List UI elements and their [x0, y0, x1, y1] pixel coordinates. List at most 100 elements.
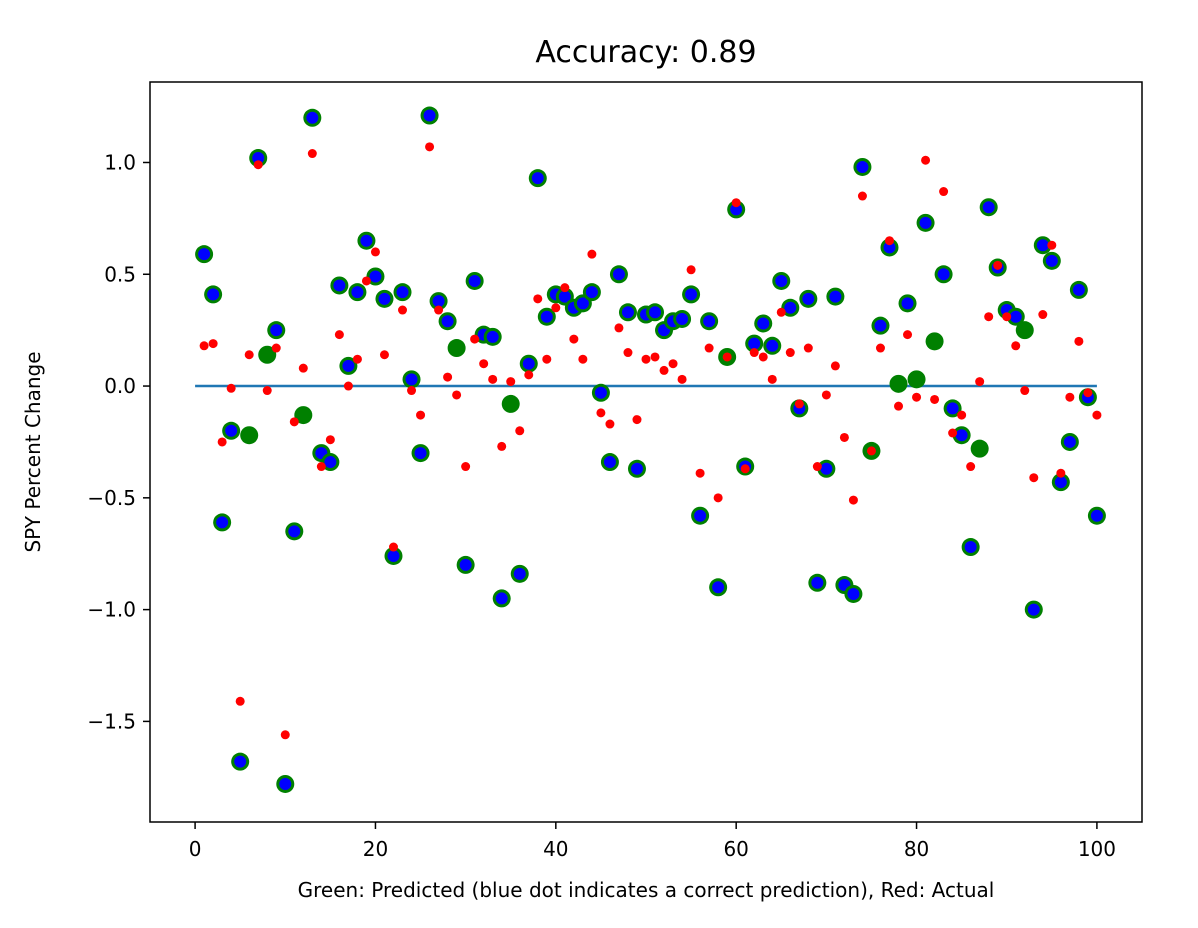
chart-title: Accuracy: 0.89: [535, 35, 756, 70]
correct-prediction-dot: [252, 152, 265, 165]
actual-point: [398, 305, 408, 315]
correct-prediction-dot: [603, 456, 616, 469]
correct-prediction-dot: [432, 295, 445, 308]
actual-point: [461, 462, 471, 472]
correct-prediction-dot: [234, 755, 247, 768]
actual-point: [199, 341, 209, 351]
actual-point: [298, 363, 308, 373]
actual-point: [217, 437, 227, 447]
correct-prediction-dot: [612, 268, 625, 281]
actual-point: [1002, 312, 1012, 322]
actual-point: [569, 334, 579, 344]
actual-point: [325, 435, 335, 445]
actual-point: [235, 696, 245, 706]
correct-prediction-dot: [441, 315, 454, 328]
x-tick-label: 0: [189, 837, 202, 861]
predicted-point: [240, 426, 259, 445]
actual-point: [370, 247, 380, 257]
correct-prediction-dot: [270, 324, 283, 337]
x-tick-label: 60: [723, 837, 748, 861]
correct-prediction-dot: [856, 160, 869, 173]
correct-prediction-dot: [630, 462, 643, 475]
actual-point: [1011, 341, 1021, 351]
actual-point: [1038, 310, 1048, 320]
y-tick-label: 1.0: [104, 150, 136, 174]
actual-point: [488, 374, 498, 384]
actual-point: [668, 359, 678, 369]
actual-point: [1092, 410, 1102, 420]
actual-point: [884, 236, 894, 246]
correct-prediction-dot: [360, 234, 373, 247]
y-tick-label: −1.5: [87, 709, 136, 733]
actual-point: [866, 446, 876, 456]
actual-point: [731, 198, 741, 208]
actual-point: [596, 408, 606, 418]
actual-point: [560, 283, 570, 293]
correct-prediction-dot: [703, 315, 716, 328]
correct-prediction-dot: [324, 456, 337, 469]
actual-point: [812, 462, 822, 472]
correct-prediction-dot: [847, 587, 860, 600]
actual-point: [542, 354, 552, 364]
correct-prediction-dot: [207, 288, 220, 301]
correct-prediction-dot: [468, 274, 481, 287]
actual-point: [208, 339, 218, 349]
correct-prediction-dot: [1045, 254, 1058, 267]
actual-point: [1056, 468, 1066, 478]
predicted-point: [925, 332, 944, 351]
actual-point: [605, 419, 615, 429]
actual-point: [803, 343, 813, 353]
correct-prediction-dot: [649, 306, 662, 319]
correct-prediction-dot: [342, 359, 355, 372]
correct-prediction-dot: [784, 301, 797, 314]
correct-prediction-dot: [351, 286, 364, 299]
correct-prediction-dot: [459, 558, 472, 571]
actual-point: [316, 462, 326, 472]
actual-point: [930, 394, 940, 404]
correct-prediction-dot: [874, 319, 887, 332]
actual-point: [524, 370, 534, 380]
actual-point: [416, 410, 426, 420]
correct-prediction-dot: [216, 516, 229, 529]
actual-point: [821, 390, 831, 400]
predicted-point: [889, 374, 908, 393]
correct-prediction-dot: [405, 373, 418, 386]
correct-prediction-dot: [198, 248, 211, 261]
correct-prediction-dot: [946, 402, 959, 415]
actual-point: [253, 160, 263, 170]
predicted-point: [907, 370, 926, 389]
x-tick-label: 40: [543, 837, 568, 861]
actual-point: [587, 249, 597, 259]
correct-prediction-dot: [820, 462, 833, 475]
correct-prediction-dot: [378, 292, 391, 305]
actual-point: [776, 307, 786, 317]
actual-point: [614, 323, 624, 333]
x-tick-label: 80: [904, 837, 929, 861]
y-axis: −1.5 −1.0 −0.5 0.0 0.5 1.0: [87, 150, 150, 733]
correct-prediction-dot: [1036, 239, 1049, 252]
actual-point: [650, 352, 660, 362]
correct-prediction-dot: [730, 203, 743, 216]
correct-prediction-dot: [279, 777, 292, 790]
correct-prediction-dot: [423, 109, 436, 122]
correct-prediction-dot: [766, 339, 779, 352]
actual-point: [425, 142, 435, 152]
correct-prediction-dot: [621, 306, 634, 319]
actual-point: [875, 343, 885, 353]
actual-point: [939, 187, 949, 197]
actual-point: [280, 730, 290, 740]
actual-point: [758, 352, 768, 362]
actual-point: [1083, 388, 1093, 398]
correct-prediction-dot: [495, 592, 508, 605]
actual-point: [903, 330, 913, 340]
actual-point: [506, 377, 516, 387]
correct-prediction-dot: [829, 290, 842, 303]
actual-point: [452, 390, 462, 400]
actual-point: [551, 303, 561, 313]
actual-point: [641, 354, 651, 364]
actual-point: [289, 417, 299, 427]
correct-prediction-dot: [387, 549, 400, 562]
actual-point: [226, 383, 236, 393]
actual-point: [848, 495, 858, 505]
